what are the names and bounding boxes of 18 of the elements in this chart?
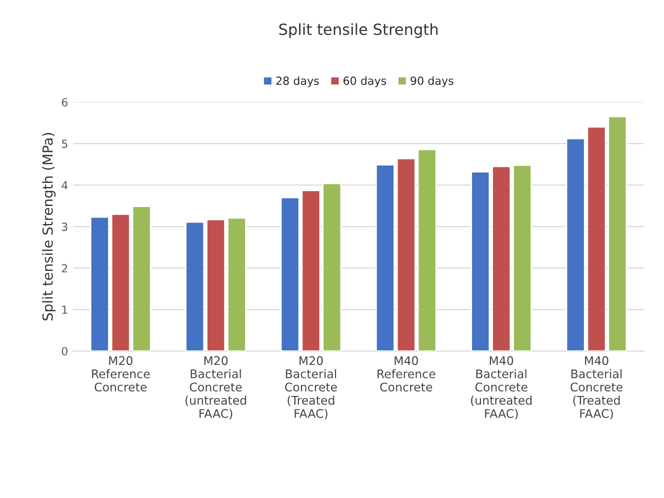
x-tick-label: M40 Bacterial Concrete (Treated FAAC) <box>570 356 622 420</box>
y-tick-label: 2 <box>62 264 68 272</box>
x-tick-label: M20 Reference Concrete <box>92 356 150 392</box>
y-tick-label: 5 <box>62 140 68 148</box>
y-tick-label: 0 <box>62 347 68 356</box>
x-tick-label: M40 Bacterial Concrete (untreated FAAC) <box>471 356 532 420</box>
chart-title: Split tensile Strength <box>279 23 438 38</box>
y-axis-title: Split tensile Strength (MPa) <box>42 133 56 320</box>
x-tick-label: M40 Reference Concrete <box>378 356 436 392</box>
legend-label: 90 days <box>410 76 454 88</box>
x-tick-label: M20 Bacterial Concrete (Treated FAAC) <box>285 356 337 420</box>
legend-label: 28 days <box>276 76 319 88</box>
y-tick-label: 4 <box>62 181 68 190</box>
x-tick-label: M20 Bacterial Concrete (untreated FAAC) <box>185 356 246 420</box>
legend-label: 60 days <box>344 76 386 88</box>
y-tick-label: 1 <box>62 306 68 314</box>
y-tick-label: 3 <box>62 222 68 231</box>
y-tick-label: 6 <box>62 98 68 106</box>
